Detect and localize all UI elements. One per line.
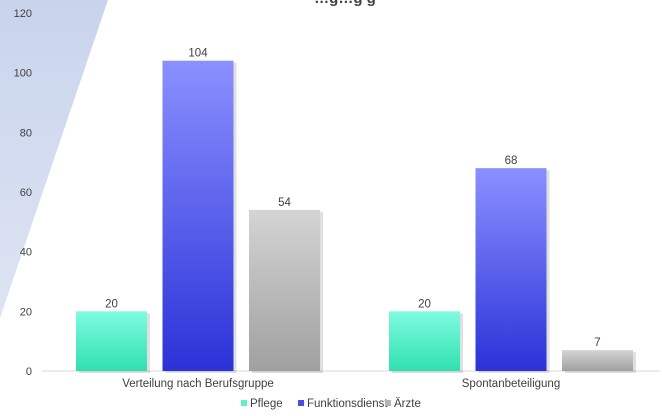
- x-category-label: Spontanbeteiligung: [462, 378, 560, 390]
- data-label: 7: [594, 337, 600, 349]
- bar-pflege: [389, 311, 460, 371]
- y-tick-label: 40: [20, 247, 32, 259]
- data-label: 20: [105, 298, 118, 310]
- category-labels: Verteilung nach Berufsgruppe Spontanbetei…: [122, 378, 560, 390]
- y-tick-label: 120: [14, 8, 32, 20]
- legend-swatch: [385, 400, 391, 406]
- legend-swatch: [241, 400, 247, 406]
- background-decor: [0, 0, 108, 318]
- data-label: 68: [505, 155, 518, 167]
- legend-entry: Pflege: [250, 398, 283, 410]
- y-tick-label: 0: [26, 366, 32, 378]
- legend-entry: Funktionsdienst: [307, 398, 388, 410]
- y-axis: 0 20 40 60 80 100 120: [14, 8, 32, 378]
- y-tick-label: 60: [20, 187, 32, 199]
- bar-ärzte: [249, 209, 320, 371]
- y-tick-label: 80: [20, 127, 32, 139]
- x-category-label: Verteilung nach Berufsgruppe: [122, 378, 274, 390]
- bars: [76, 60, 636, 373]
- chart-title: …g…g g: [314, 0, 376, 7]
- data-label: 20: [418, 298, 431, 310]
- legend-entry: Ärzte: [394, 398, 421, 410]
- bar-funktionsdienst: [475, 168, 547, 371]
- y-tick-label: 100: [14, 68, 32, 80]
- legend: Pflege Funktionsdienst Ärzte: [241, 398, 421, 410]
- bar-pflege: [76, 311, 147, 371]
- bar-funktionsdienst: [162, 60, 234, 371]
- y-tick-label: 20: [20, 306, 32, 318]
- data-label: 104: [188, 48, 208, 60]
- data-label: 54: [278, 197, 291, 209]
- data-labels: 20 104 54 20 68 7: [105, 48, 601, 349]
- bar-ärzte: [562, 350, 633, 371]
- legend-swatch: [298, 400, 304, 406]
